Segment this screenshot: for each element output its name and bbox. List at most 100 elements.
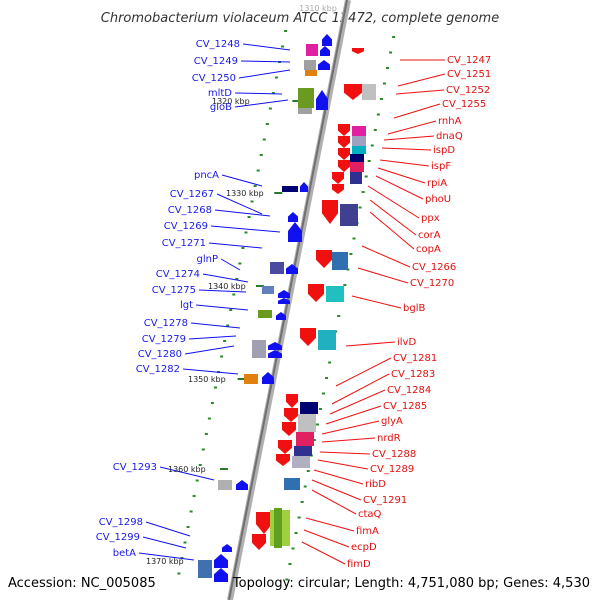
kbp-tick-mark (292, 100, 301, 102)
reverse-gene-arrow (286, 394, 298, 408)
tick-dot (281, 45, 285, 48)
gene-track-box (304, 60, 316, 70)
gene-label[interactable]: CV_1279 (142, 334, 186, 345)
gene-label[interactable]: CV_1298 (99, 517, 143, 528)
gene-label[interactable]: nrdR (377, 433, 401, 444)
gene-label[interactable]: CV_1267 (170, 189, 214, 200)
gene-label[interactable]: CV_1275 (152, 285, 196, 296)
leader-line (198, 289, 247, 293)
gene-label[interactable]: CV_1278 (144, 318, 188, 329)
tick-dot (285, 578, 289, 581)
tick-dot (238, 262, 242, 265)
leader-line (357, 267, 409, 284)
gene-track-box (318, 330, 336, 350)
forward-gene-arrow (222, 544, 232, 552)
gene-track-box (352, 146, 366, 154)
gene-label[interactable]: ecpD (351, 542, 377, 553)
gene-label[interactable]: ppx (421, 213, 440, 224)
tick-dot (328, 361, 332, 364)
gene-label[interactable]: ispF (431, 161, 451, 172)
gene-label[interactable]: CV_1283 (391, 369, 435, 380)
gene-label[interactable]: CV_1284 (387, 385, 431, 396)
reverse-gene-arrow (282, 422, 296, 436)
tick-dot (364, 175, 368, 178)
tick-dot (367, 160, 371, 162)
gene-track-box (244, 374, 258, 384)
gene-label[interactable]: CV_1269 (164, 221, 208, 232)
gene-track-box (284, 478, 300, 490)
leader-line (159, 466, 215, 481)
gene-label[interactable]: CV_1280 (138, 349, 182, 360)
gene-label[interactable]: ribD (365, 479, 386, 490)
gene-label[interactable]: CV_1299 (96, 532, 140, 543)
tick-dot (300, 501, 304, 503)
gene-label[interactable]: rnhA (438, 116, 462, 127)
gene-label[interactable]: mltD (208, 88, 232, 99)
gene-label[interactable]: rpiA (427, 178, 447, 189)
right-gene-labels: CV_1247 CV_1251 CV_1252 CV_1255 rnhA dna… (347, 55, 491, 570)
gene-label[interactable]: fimA (356, 526, 379, 537)
gene-label[interactable]: gloB (210, 102, 232, 113)
leader-line (395, 89, 445, 95)
gene-label[interactable]: CV_1270 (410, 278, 454, 289)
gene-label[interactable]: ilvD (397, 337, 416, 348)
gene-label[interactable]: glyA (381, 416, 403, 427)
gene-label[interactable]: CV_1247 (447, 55, 491, 66)
gene-label[interactable]: CV_1268 (168, 205, 212, 216)
gene-label[interactable]: CV_1251 (447, 69, 491, 80)
tick-dot (177, 572, 181, 575)
leader-line (375, 175, 424, 200)
leader-line (379, 159, 430, 167)
gene-label[interactable]: CV_1282 (136, 364, 180, 375)
leader-line (210, 225, 281, 233)
gene-label[interactable]: corA (418, 230, 441, 241)
gene-label[interactable]: CV_1288 (372, 449, 416, 460)
forward-gene-arrow (316, 90, 328, 110)
gene-label[interactable]: phoU (425, 194, 451, 205)
gene-label[interactable]: CV_1252 (446, 85, 490, 96)
gene-label[interactable]: CV_1248 (196, 39, 240, 50)
gene-label[interactable]: CV_1285 (383, 401, 427, 412)
tick-label: 1320 kbp (212, 97, 250, 106)
gene-label[interactable]: CV_1266 (412, 262, 456, 273)
gene-label[interactable]: ispD (433, 145, 455, 156)
gene-label[interactable]: CV_1249 (194, 56, 238, 67)
leader-line (195, 304, 249, 311)
tick-dot (361, 191, 365, 193)
gene-label[interactable]: CV_1281 (393, 353, 437, 364)
forward-gene-arrow (268, 342, 282, 350)
forward-gene-arrow (268, 350, 282, 358)
gene-label[interactable]: CV_1274 (156, 269, 200, 280)
gene-track-box (292, 456, 310, 468)
tick-dot (315, 423, 319, 426)
tick-dot (213, 386, 217, 389)
gene-label[interactable]: copA (416, 244, 441, 255)
tick-dot (297, 516, 301, 519)
gene-label[interactable]: ctaQ (358, 509, 382, 520)
gene-label[interactable]: betA (113, 548, 136, 559)
tick-dot (256, 169, 260, 172)
leader-line (190, 322, 241, 329)
gene-label[interactable]: CV_1289 (370, 464, 414, 475)
gene-label[interactable]: pncA (194, 170, 219, 181)
gene-track-box (350, 172, 362, 184)
leader-line (138, 552, 195, 561)
gene-label[interactable]: CV_1250 (192, 73, 236, 84)
gene-label[interactable]: CV_1255 (442, 99, 486, 110)
gene-label[interactable]: CV_1291 (363, 495, 407, 506)
forward-gene-arrow (276, 312, 286, 320)
gene-track-box (296, 432, 314, 446)
leader-line (377, 167, 426, 184)
gene-label[interactable]: bglB (403, 303, 425, 314)
reverse-gene-arrow (252, 534, 266, 550)
tick-dot (265, 123, 269, 125)
gene-label[interactable]: lgt (180, 300, 193, 311)
gene-label[interactable]: dnaQ (436, 131, 463, 142)
forward-gene-arrow (288, 212, 298, 222)
gene-label[interactable]: glnP (197, 254, 219, 265)
gene-label[interactable]: CV_1271 (162, 238, 206, 249)
gene-label[interactable]: fimD (347, 559, 371, 570)
gene-label[interactable]: CV_1293 (113, 462, 157, 473)
tick-dot (229, 309, 233, 311)
